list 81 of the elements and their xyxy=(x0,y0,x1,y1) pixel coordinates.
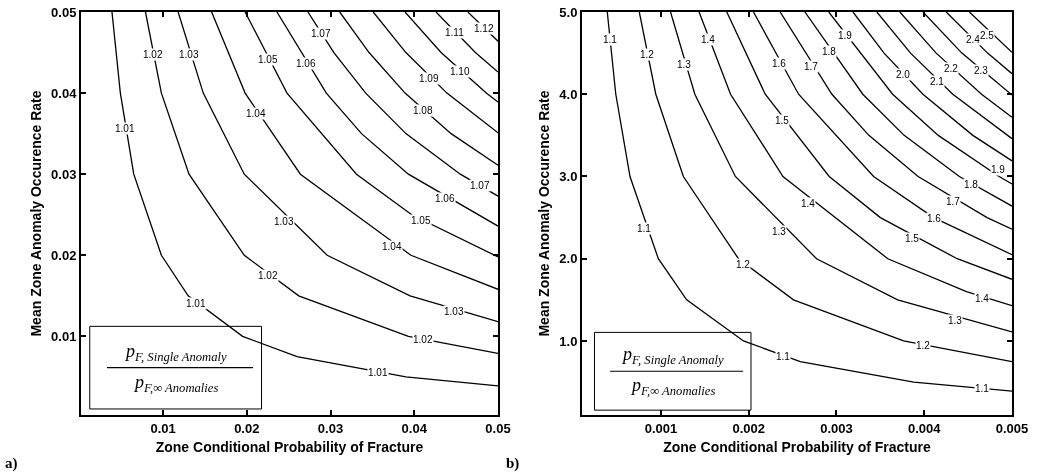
x-tick-label: 0.001 xyxy=(644,420,678,436)
annotation: 1.06 xyxy=(296,58,316,69)
annotation: 1.1 xyxy=(637,223,652,234)
annotation: 1.1 xyxy=(603,34,618,45)
y-tick-label: 5.0 xyxy=(559,4,578,20)
y-axis-title: Mean Zone Anomaly Occurence Rate xyxy=(28,90,45,337)
annotation: 1.05 xyxy=(411,215,431,226)
annotation: p$_{F, Single Anomaly}$ xyxy=(621,344,724,367)
annotation: 1.9 xyxy=(991,164,1006,175)
annotation: 1.07 xyxy=(311,28,331,39)
x-tick-label: 0.005 xyxy=(995,420,1029,436)
annotation: 1.1 xyxy=(975,383,990,394)
annotation: 1.04 xyxy=(246,108,266,119)
y-tick-label: 0.02 xyxy=(51,247,77,263)
y-tick-label: 0.04 xyxy=(51,85,78,101)
annotation: 1.05 xyxy=(258,54,278,65)
annotation: 1.7 xyxy=(946,196,961,207)
annotation: 1.02 xyxy=(258,270,278,281)
y-tick-label: 0.05 xyxy=(51,4,77,20)
annotation: p$_{F, Single Anomaly}$ xyxy=(124,341,227,364)
annotation: 1.6 xyxy=(772,58,787,69)
y-tick-label: 4.0 xyxy=(559,86,578,102)
annotation: 1.08 xyxy=(413,105,433,116)
annotation: 1.3 xyxy=(772,226,787,237)
y-tick-label: 0.03 xyxy=(51,166,77,182)
y-tick-label: 3.0 xyxy=(559,169,578,185)
annotation: 1.9 xyxy=(838,30,853,41)
annotation: 1.12 xyxy=(474,23,494,34)
annotation: 1.03 xyxy=(444,306,464,317)
y-tick-label: 0.01 xyxy=(51,328,77,344)
annotation: 1.01 xyxy=(368,367,388,378)
annotation: 1.10 xyxy=(450,66,470,77)
x-tick-label: 0.04 xyxy=(401,420,428,436)
annotation: 1.01 xyxy=(186,298,206,309)
x-tick-label: 0.05 xyxy=(485,420,511,436)
annotation: 1.5 xyxy=(905,233,920,244)
annotation: 1.1 xyxy=(776,351,791,362)
annotation: 1.03 xyxy=(179,49,199,60)
annotation: p$_{F,∞ Anomalies}$ xyxy=(133,372,219,395)
annotation: 1.01 xyxy=(115,123,135,134)
annotation: 1.4 xyxy=(701,34,716,45)
annotation: 2.2 xyxy=(944,63,959,74)
annotation: 1.6 xyxy=(927,213,942,224)
annotation: 1.2 xyxy=(736,259,751,270)
annotation: 1.11 xyxy=(445,27,465,38)
text: a) xyxy=(5,455,18,472)
annotation: 1.06 xyxy=(435,193,455,204)
annotation: 1.8 xyxy=(822,46,837,57)
x-tick-label: 0.02 xyxy=(234,420,260,436)
annotation: 2.4 xyxy=(966,34,981,45)
annotation: 1.04 xyxy=(382,241,402,252)
annotation: 1.2 xyxy=(916,340,931,351)
x-tick-label: 0.03 xyxy=(317,420,344,436)
x-tick-label: 0.003 xyxy=(820,420,853,436)
annotation: 2.5 xyxy=(980,30,995,41)
annotation: p$_{F,∞ Anomalies}$ xyxy=(630,375,716,398)
x-axis-title: Zone Conditional Probability of Fracture xyxy=(155,439,424,456)
annotation: 1.5 xyxy=(775,115,790,126)
y-tick-label: 1.0 xyxy=(559,333,578,349)
annotation: 1.02 xyxy=(413,334,433,345)
annotation: 1.8 xyxy=(964,179,979,190)
annotation: 1.3 xyxy=(677,59,692,70)
annotation: 2.3 xyxy=(974,65,989,76)
annotation: 1.2 xyxy=(640,49,655,60)
y-tick-label: 2.0 xyxy=(559,251,578,267)
y-axis-title: Mean Zone Anomaly Occurence Rate xyxy=(536,90,553,337)
annotation: 2.1 xyxy=(930,76,945,87)
annotation: 1.3 xyxy=(948,315,963,326)
annotation: 1.4 xyxy=(975,293,990,304)
annotation: 1.4 xyxy=(801,198,816,209)
annotation: 1.7 xyxy=(804,61,819,72)
x-axis-title: Zone Conditional Probability of Fracture xyxy=(663,439,931,456)
x-tick-label: 0.01 xyxy=(150,420,176,436)
annotation: 1.02 xyxy=(143,49,163,60)
annotation: 1.03 xyxy=(274,216,294,227)
x-tick-label: 0.004 xyxy=(907,420,942,436)
annotation: 1.07 xyxy=(470,180,490,191)
x-tick-label: 0.002 xyxy=(732,420,765,436)
annotation: 2.0 xyxy=(896,69,911,80)
annotation: 1.09 xyxy=(419,73,439,84)
text: b) xyxy=(506,455,520,472)
